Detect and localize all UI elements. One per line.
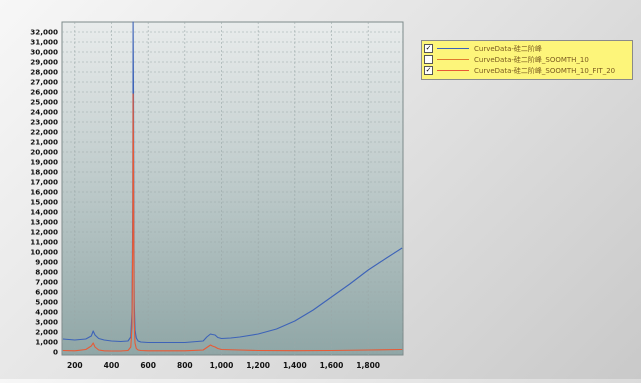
- y-tick-label: 27,000: [30, 78, 58, 87]
- y-tick-label: 14,000: [30, 208, 58, 217]
- x-tick-label: 1,000: [210, 361, 234, 370]
- y-tick-label: 15,000: [30, 198, 58, 207]
- series-1-label: CurveData-硅二阶峰: [474, 44, 542, 53]
- x-tick-label: 600: [140, 361, 156, 370]
- plot-background: [61, 21, 404, 356]
- y-tick-label: 4,000: [35, 308, 58, 317]
- y-tick-label: 0: [53, 348, 58, 357]
- y-tick-label: 30,000: [30, 48, 58, 57]
- series-1-swatch: [437, 48, 469, 49]
- y-tick-label: 20,000: [30, 148, 58, 157]
- chart-legend: ✓ CurveData-硅二阶峰 CurveData-硅二阶峰_SOOMTH_1…: [421, 40, 633, 80]
- series-3-checkbox[interactable]: ✓: [424, 66, 433, 75]
- y-tick-label: 26,000: [30, 88, 58, 97]
- y-tick-label: 11,000: [30, 238, 58, 247]
- y-tick-label: 12,000: [30, 228, 58, 237]
- x-tick-label: 1,800: [356, 361, 380, 370]
- x-tick-label: 400: [104, 361, 120, 370]
- legend-item-series-1[interactable]: ✓ CurveData-硅二阶峰: [424, 43, 629, 54]
- y-tick-label: 3,000: [35, 318, 58, 327]
- y-tick-label: 9,000: [35, 258, 58, 267]
- series-3-swatch: [437, 70, 469, 71]
- y-tick-label: 29,000: [30, 58, 58, 67]
- x-tick-label: 800: [177, 361, 193, 370]
- y-tick-label: 21,000: [30, 138, 58, 147]
- series-1-checkbox[interactable]: ✓: [424, 44, 433, 53]
- y-tick-label: 2,000: [35, 328, 58, 337]
- y-tick-label: 18,000: [30, 168, 58, 177]
- y-tick-label: 7,000: [35, 278, 58, 287]
- y-tick-label: 5,000: [35, 298, 58, 307]
- series-3-label: CurveData-硅二阶峰_SOOMTH_10_FIT_20: [474, 66, 616, 75]
- y-tick-label: 17,000: [30, 178, 58, 187]
- y-tick-label: 19,000: [30, 158, 58, 167]
- legend-item-series-2[interactable]: CurveData-硅二阶峰_SOOMTH_10: [424, 54, 629, 65]
- x-tick-label: 1,400: [283, 361, 307, 370]
- y-tick-label: 10,000: [30, 248, 58, 257]
- y-tick-label: 28,000: [30, 68, 58, 77]
- y-tick-label: 23,000: [30, 118, 58, 127]
- y-tick-label: 24,000: [30, 108, 58, 117]
- y-tick-label: 1,000: [35, 338, 58, 347]
- legend-item-series-3[interactable]: ✓ CurveData-硅二阶峰_SOOMTH_10_FIT_20: [424, 65, 629, 76]
- y-tick-label: 32,000: [30, 28, 58, 37]
- series-2-label: CurveData-硅二阶峰_SOOMTH_10: [474, 55, 589, 64]
- x-tick-label: 200: [67, 361, 83, 370]
- series-1-line: [62, 21, 403, 344]
- series-3-line: [62, 93, 403, 352]
- x-tick-label: 1,200: [246, 361, 270, 370]
- series-2-checkbox[interactable]: [424, 55, 433, 64]
- y-tick-label: 16,000: [30, 188, 58, 197]
- y-tick-label: 6,000: [35, 288, 58, 297]
- x-tick-label: 1,600: [320, 361, 344, 370]
- y-tick-label: 22,000: [30, 128, 58, 137]
- y-tick-label: 8,000: [35, 268, 58, 277]
- y-tick-label: 13,000: [30, 218, 58, 227]
- y-tick-label: 31,000: [30, 38, 58, 47]
- y-tick-label: 25,000: [30, 98, 58, 107]
- series-2-swatch: [437, 59, 469, 60]
